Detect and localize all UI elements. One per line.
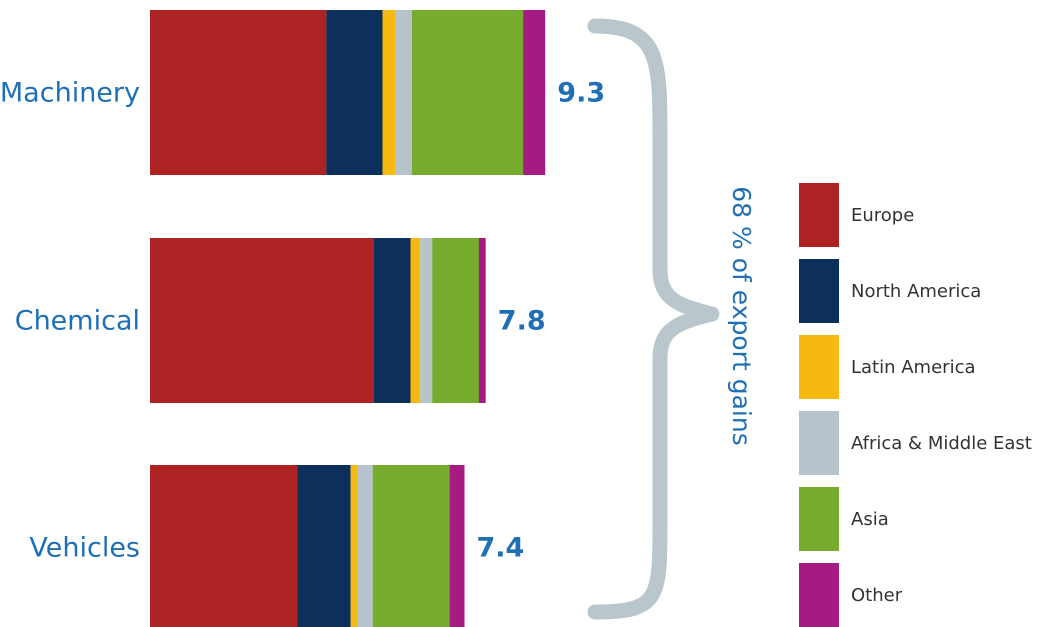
brace-shape (587, 18, 720, 620)
legend-swatch-asia (799, 487, 839, 551)
bar-segment-machinery-asia (411, 10, 524, 175)
bar-segment-vehicles-latin-america (350, 465, 357, 627)
legend-swatch-latin-america (799, 335, 839, 399)
legend-label-latin-america: Latin America (851, 357, 976, 378)
legend-label-africa-middle-east: Africa & Middle East (851, 433, 1032, 454)
bar-segment-chemical-north-america (374, 238, 411, 403)
export-gains-brace: 68 % of export gains (587, 18, 756, 620)
bar-segment-machinery-latin-america (382, 10, 396, 175)
bar-segment-chemical-asia (432, 238, 479, 403)
legend-swatch-africa-middle-east (799, 411, 839, 475)
legend-label-asia: Asia (851, 509, 889, 530)
legend: Europe North America Latin America Africa &… (799, 183, 1032, 627)
bar-segment-chemical-europe (150, 238, 374, 403)
bar-segment-vehicles-asia (372, 465, 450, 627)
bar-segment-machinery-africa-middle-east (395, 10, 412, 175)
bar-segment-chemical-africa-middle-east (420, 238, 433, 403)
category-labels: Machinery Chemical Vehicles (0, 78, 140, 564)
total-label-chemical: 7.8 (498, 306, 546, 337)
bar-segment-chemical-latin-america (410, 238, 421, 403)
export-gains-annotation: 68 % of export gains (727, 186, 756, 445)
bar-segment-vehicles-europe (150, 465, 298, 627)
bars (150, 10, 546, 627)
legend-label-europe: Europe (851, 205, 914, 226)
bar-segment-chemical-other (478, 238, 486, 403)
total-labels: 9.3 7.8 7.4 (477, 78, 606, 564)
legend-label-other: Other (851, 585, 903, 606)
bar-segment-vehicles-north-america (297, 465, 351, 627)
total-label-vehicles: 7.4 (477, 533, 525, 564)
legend-swatch-other (799, 563, 839, 627)
bar-segment-machinery-north-america (326, 10, 383, 175)
total-label-machinery: 9.3 (557, 78, 605, 109)
legend-swatch-north-america (799, 259, 839, 323)
bar-segment-machinery-europe (150, 10, 327, 175)
category-label-chemical: Chemical (15, 306, 140, 337)
legend-label-north-america: North America (851, 281, 981, 302)
legend-swatch-europe (799, 183, 839, 247)
bar-segment-machinery-other (523, 10, 546, 175)
bar-segment-vehicles-other (449, 465, 465, 627)
category-label-machinery: Machinery (0, 78, 140, 109)
bar-segment-vehicles-africa-middle-east (357, 465, 373, 627)
category-label-vehicles: Vehicles (29, 533, 140, 564)
